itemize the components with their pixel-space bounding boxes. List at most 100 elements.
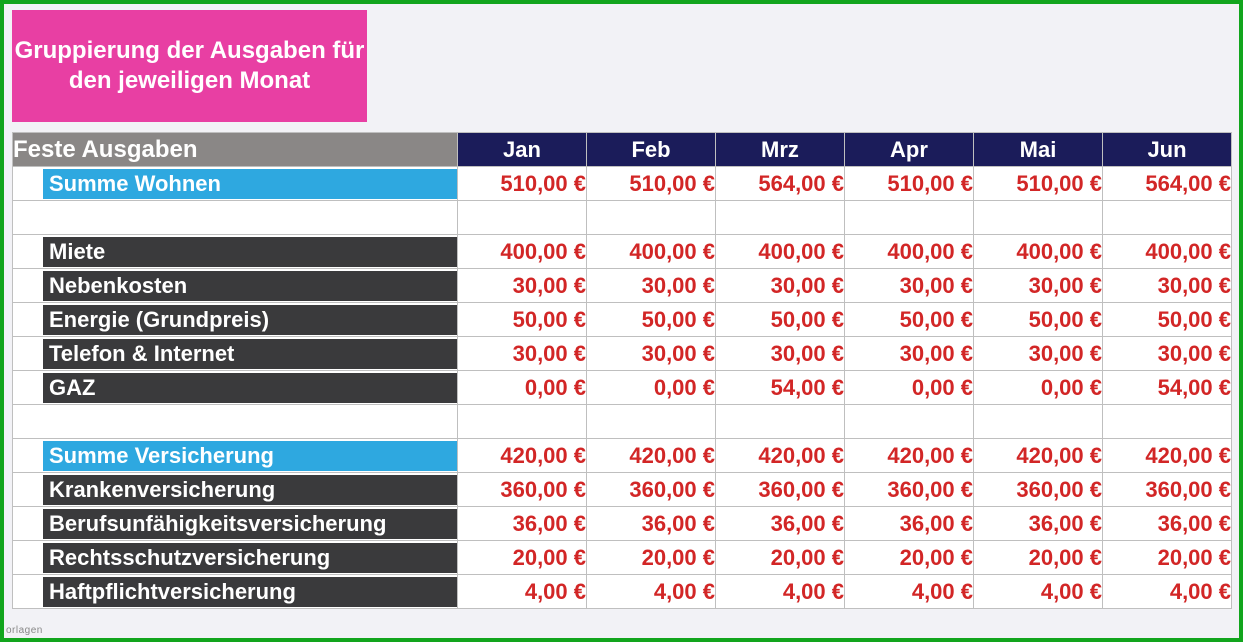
expenses-table: Feste Ausgaben Jan Feb Mrz Apr Mai Jun S… [12,132,1232,609]
table-row: Summe Versicherung420,00 €420,00 €420,00… [13,439,1232,473]
value-cell: 360,00 € [716,473,845,507]
value-cell: 420,00 € [716,439,845,473]
spacer-cell [1103,201,1232,235]
table-body: Summe Wohnen510,00 €510,00 €564,00 €510,… [13,167,1232,609]
table-row: Haftpflichtversicherung4,00 €4,00 €4,00 … [13,575,1232,609]
value-cell: 54,00 € [1103,371,1232,405]
value-cell: 4,00 € [974,575,1103,609]
table-row [13,405,1232,439]
value-cell: 30,00 € [716,269,845,303]
row-label-text: Rechtsschutzversicherung [43,543,457,573]
value-cell: 0,00 € [587,371,716,405]
value-cell: 20,00 € [587,541,716,575]
row-label-text: Miete [43,237,457,267]
value-cell: 50,00 € [587,303,716,337]
spreadsheet-frame: Gruppierung der Ausgaben für den jeweili… [0,0,1243,642]
value-cell: 36,00 € [458,507,587,541]
value-cell: 0,00 € [974,371,1103,405]
month-header: Feb [587,133,716,167]
value-cell: 400,00 € [716,235,845,269]
row-label-text: Summe Wohnen [43,169,457,199]
table-row: GAZ0,00 €0,00 €54,00 €0,00 €0,00 €54,00 … [13,371,1232,405]
item-label: Energie (Grundpreis) [13,303,458,337]
item-label: Nebenkosten [13,269,458,303]
value-cell: 4,00 € [845,575,974,609]
value-cell: 36,00 € [716,507,845,541]
spacer-cell [587,201,716,235]
spacer-cell [458,201,587,235]
month-header: Jan [458,133,587,167]
spacer-cell [1103,405,1232,439]
month-header: Apr [845,133,974,167]
value-cell: 0,00 € [845,371,974,405]
value-cell: 30,00 € [458,269,587,303]
row-label-text: Krankenversicherung [43,475,457,505]
row-label-text: GAZ [43,373,457,403]
value-cell: 420,00 € [974,439,1103,473]
value-cell: 4,00 € [1103,575,1232,609]
value-cell: 564,00 € [1103,167,1232,201]
spacer-cell [716,201,845,235]
row-label-text: Telefon & Internet [43,339,457,369]
table-row: Krankenversicherung360,00 €360,00 €360,0… [13,473,1232,507]
value-cell: 400,00 € [974,235,1103,269]
value-cell: 420,00 € [458,439,587,473]
value-cell: 4,00 € [716,575,845,609]
table-row: Miete400,00 €400,00 €400,00 €400,00 €400… [13,235,1232,269]
value-cell: 36,00 € [587,507,716,541]
value-cell: 30,00 € [1103,337,1232,371]
sum-label: Summe Wohnen [13,167,458,201]
value-cell: 400,00 € [1103,235,1232,269]
spacer-cell [716,405,845,439]
value-cell: 400,00 € [845,235,974,269]
value-cell: 360,00 € [845,473,974,507]
month-header: Jun [1103,133,1232,167]
value-cell: 420,00 € [587,439,716,473]
item-label: Telefon & Internet [13,337,458,371]
value-cell: 360,00 € [587,473,716,507]
value-cell: 30,00 € [587,269,716,303]
row-label-text: Berufsunfähigkeitsversicherung [43,509,457,539]
item-label: Berufsunfähigkeitsversicherung [13,507,458,541]
value-cell: 20,00 € [974,541,1103,575]
value-cell: 400,00 € [458,235,587,269]
spacer-cell [974,405,1103,439]
month-header: Mrz [716,133,845,167]
value-cell: 30,00 € [458,337,587,371]
row-label-text: Energie (Grundpreis) [43,305,457,335]
value-cell: 0,00 € [458,371,587,405]
table-row [13,201,1232,235]
value-cell: 510,00 € [458,167,587,201]
header-row: Feste Ausgaben Jan Feb Mrz Apr Mai Jun [13,133,1232,167]
table-row: Telefon & Internet30,00 €30,00 €30,00 €3… [13,337,1232,371]
table-row: Berufsunfähigkeitsversicherung36,00 €36,… [13,507,1232,541]
value-cell: 360,00 € [1103,473,1232,507]
value-cell: 30,00 € [974,337,1103,371]
item-label: GAZ [13,371,458,405]
grouping-banner: Gruppierung der Ausgaben für den jeweili… [12,10,367,122]
value-cell: 510,00 € [845,167,974,201]
value-cell: 564,00 € [716,167,845,201]
value-cell: 30,00 € [716,337,845,371]
spacer-cell [845,201,974,235]
table-row: Rechtsschutzversicherung20,00 €20,00 €20… [13,541,1232,575]
section-header: Feste Ausgaben [13,133,458,167]
spacer-cell [845,405,974,439]
table-row: Nebenkosten30,00 €30,00 €30,00 €30,00 €3… [13,269,1232,303]
value-cell: 30,00 € [974,269,1103,303]
row-label-text: Summe Versicherung [43,441,457,471]
value-cell: 510,00 € [587,167,716,201]
value-cell: 400,00 € [587,235,716,269]
value-cell: 36,00 € [974,507,1103,541]
value-cell: 20,00 € [1103,541,1232,575]
value-cell: 30,00 € [845,269,974,303]
row-label-text: Nebenkosten [43,271,457,301]
value-cell: 36,00 € [1103,507,1232,541]
value-cell: 420,00 € [1103,439,1232,473]
value-cell: 20,00 € [716,541,845,575]
value-cell: 360,00 € [458,473,587,507]
value-cell: 50,00 € [845,303,974,337]
table-row: Energie (Grundpreis)50,00 €50,00 €50,00 … [13,303,1232,337]
value-cell: 30,00 € [845,337,974,371]
sum-label: Summe Versicherung [13,439,458,473]
